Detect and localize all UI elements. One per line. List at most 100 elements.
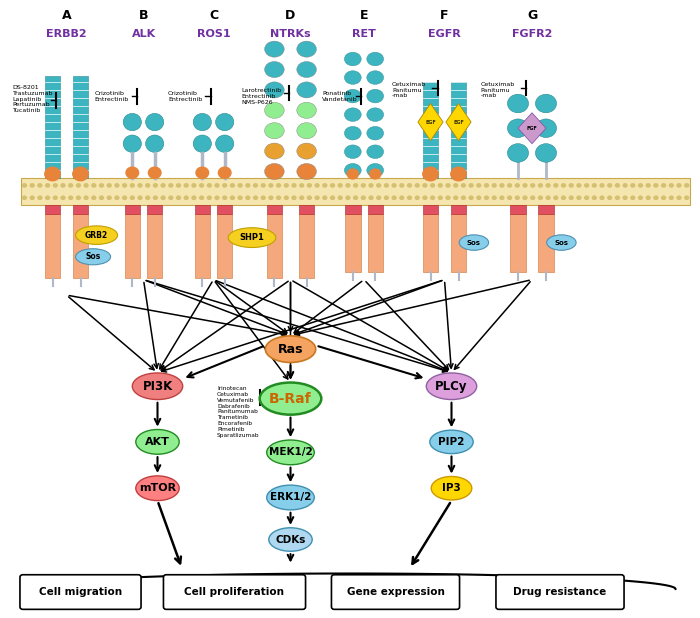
Circle shape (345, 195, 351, 200)
Text: GRB2: GRB2 (85, 231, 108, 240)
Text: Drug resistance: Drug resistance (513, 587, 607, 597)
FancyBboxPatch shape (73, 76, 88, 178)
Circle shape (160, 195, 166, 200)
Circle shape (45, 195, 50, 200)
Circle shape (399, 195, 405, 200)
Circle shape (607, 195, 612, 200)
Ellipse shape (508, 95, 528, 113)
Circle shape (29, 183, 35, 188)
Circle shape (330, 195, 335, 200)
Circle shape (368, 183, 374, 188)
Text: ALK: ALK (132, 29, 155, 39)
Circle shape (384, 195, 389, 200)
Circle shape (284, 183, 289, 188)
Ellipse shape (146, 114, 164, 131)
Circle shape (553, 183, 559, 188)
Circle shape (414, 195, 420, 200)
Ellipse shape (267, 440, 314, 465)
Text: PLCy: PLCy (435, 379, 468, 393)
Polygon shape (446, 104, 471, 141)
Text: Gene expression: Gene expression (346, 587, 444, 597)
Text: B: B (139, 9, 148, 22)
Circle shape (684, 183, 690, 188)
Ellipse shape (267, 485, 314, 510)
Circle shape (145, 183, 150, 188)
Ellipse shape (297, 41, 316, 57)
Circle shape (568, 183, 574, 188)
Circle shape (322, 183, 328, 188)
Ellipse shape (344, 71, 361, 85)
Circle shape (196, 167, 209, 179)
Text: G: G (527, 9, 537, 22)
FancyBboxPatch shape (451, 205, 466, 214)
Circle shape (191, 183, 197, 188)
Polygon shape (518, 113, 546, 144)
FancyBboxPatch shape (217, 214, 232, 278)
Circle shape (615, 183, 620, 188)
Circle shape (676, 183, 682, 188)
Ellipse shape (265, 336, 316, 362)
Circle shape (153, 195, 158, 200)
Circle shape (99, 195, 104, 200)
Circle shape (253, 183, 258, 188)
Ellipse shape (136, 476, 179, 501)
Circle shape (599, 183, 605, 188)
Text: ERK1/2: ERK1/2 (270, 493, 312, 502)
Circle shape (484, 195, 489, 200)
Circle shape (514, 195, 520, 200)
Ellipse shape (76, 248, 111, 265)
FancyBboxPatch shape (217, 205, 232, 214)
FancyBboxPatch shape (195, 205, 210, 214)
Circle shape (230, 183, 235, 188)
Text: Cell proliferation: Cell proliferation (185, 587, 284, 597)
Ellipse shape (297, 82, 316, 98)
Circle shape (553, 195, 559, 200)
Circle shape (114, 195, 120, 200)
FancyBboxPatch shape (147, 214, 162, 278)
FancyBboxPatch shape (267, 205, 282, 214)
Circle shape (145, 195, 150, 200)
Circle shape (222, 183, 228, 188)
Circle shape (330, 183, 335, 188)
Circle shape (522, 183, 528, 188)
Circle shape (83, 195, 89, 200)
Ellipse shape (136, 430, 179, 454)
Circle shape (368, 195, 374, 200)
FancyBboxPatch shape (510, 205, 526, 214)
FancyBboxPatch shape (345, 205, 361, 214)
Circle shape (291, 183, 297, 188)
Circle shape (476, 195, 482, 200)
Circle shape (230, 195, 235, 200)
Circle shape (73, 167, 88, 180)
Circle shape (576, 183, 582, 188)
Circle shape (407, 183, 412, 188)
Circle shape (414, 183, 420, 188)
Circle shape (676, 195, 682, 200)
Ellipse shape (367, 71, 384, 85)
Text: Crizotinib
Entrectinib: Crizotinib Entrectinib (94, 91, 129, 102)
Circle shape (307, 195, 312, 200)
FancyBboxPatch shape (538, 214, 554, 272)
FancyBboxPatch shape (299, 214, 314, 278)
Ellipse shape (344, 90, 361, 103)
Ellipse shape (265, 164, 284, 180)
FancyBboxPatch shape (125, 214, 140, 278)
Circle shape (199, 183, 204, 188)
Ellipse shape (265, 82, 284, 98)
Circle shape (122, 183, 127, 188)
Circle shape (453, 195, 459, 200)
FancyBboxPatch shape (451, 82, 466, 178)
Ellipse shape (193, 114, 211, 131)
Ellipse shape (344, 164, 361, 177)
Circle shape (376, 183, 382, 188)
Circle shape (391, 183, 397, 188)
Circle shape (461, 195, 466, 200)
Ellipse shape (297, 164, 316, 180)
Circle shape (168, 183, 174, 188)
FancyBboxPatch shape (510, 214, 526, 272)
Circle shape (545, 195, 551, 200)
Circle shape (491, 183, 497, 188)
Circle shape (22, 183, 27, 188)
Circle shape (507, 195, 512, 200)
FancyBboxPatch shape (195, 214, 210, 278)
